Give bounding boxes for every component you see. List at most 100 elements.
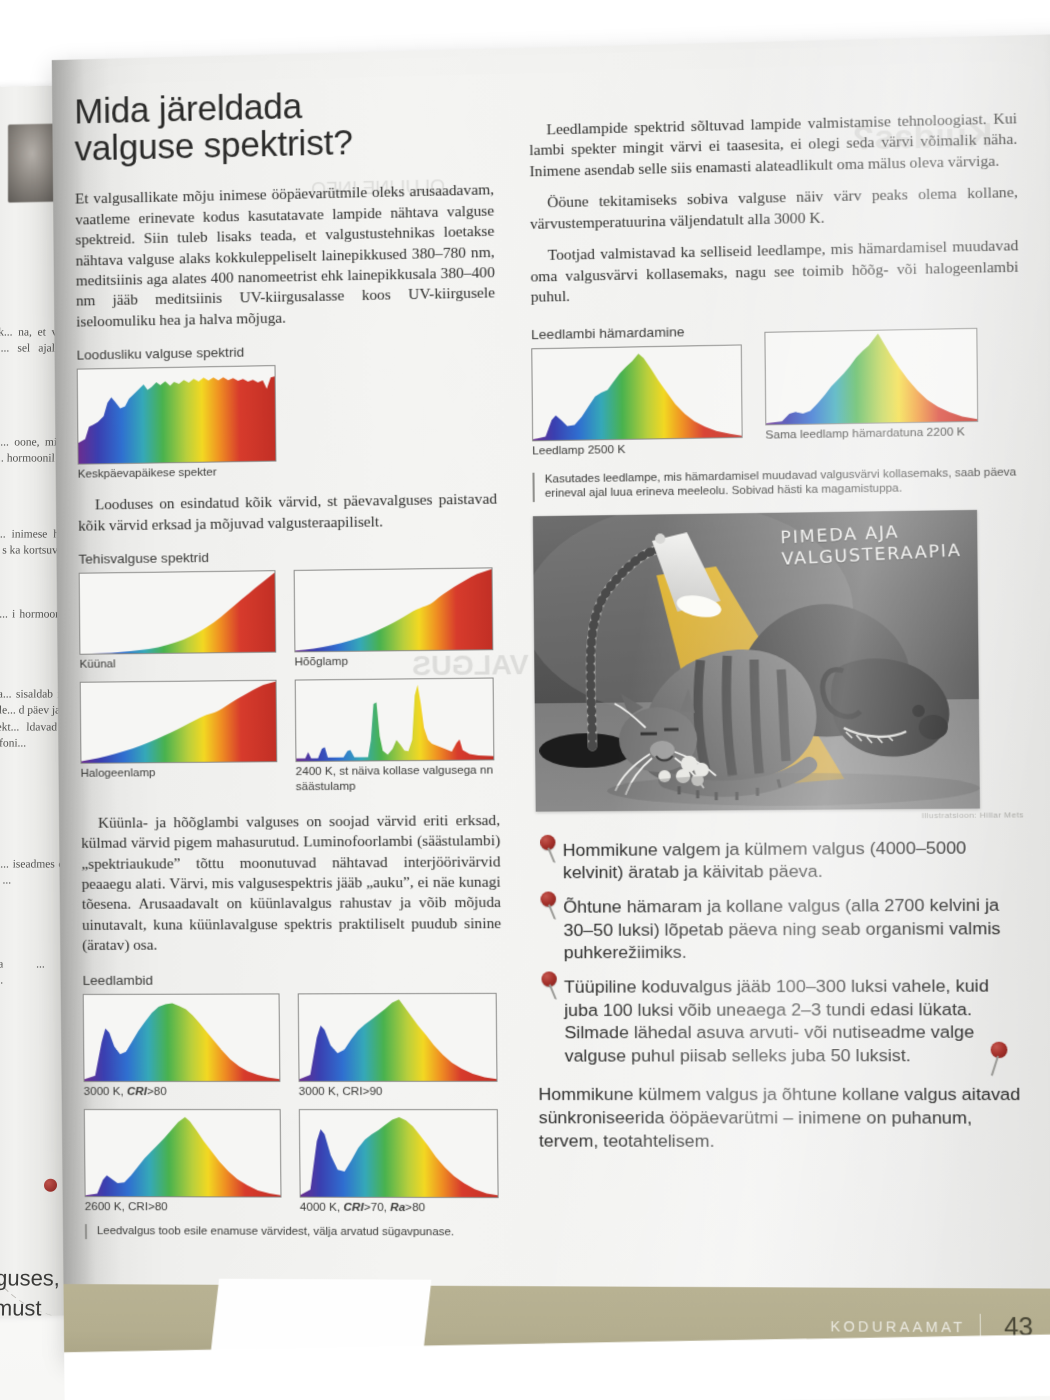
incandescent-area-path [294,569,493,652]
illustration-credit: Illustratsioon: Hillar Mets [921,810,1024,821]
daylight-spectrum-svg [77,376,276,464]
led-3000-cri90-svg [298,998,497,1081]
illus-floor-shadow [607,771,980,807]
illus-cat-head [618,706,698,773]
chart-incandescent [293,567,494,653]
chart-halogen [79,680,278,765]
illustration-svg [532,509,980,812]
cell-dim-2200: Sama leedlamp hämardatuna 2200 K [764,327,979,442]
left-column: Mida järeldada valguse spektrist? Et val… [74,83,505,1241]
caption-dim-2200: Sama leedlamp hämardatuna 2200 K [765,424,965,442]
cell-cfl: 2400 K, st näiva kollase valgusega nn sä… [294,677,495,794]
chart-daylight-spectrum [76,365,277,465]
caption-cfl: 2400 K, st näiva kollase valgusega nn sä… [295,763,494,793]
dimming-spectra-row: Leedlamp 2500 K Sama leedlamp hämardatun… [531,327,1020,458]
cfl-area-path [295,684,494,762]
chart-led-3000-cri80 [82,993,281,1082]
artificial-spectra-grid: Küünal Hõõglamp [78,567,500,796]
candle-spectrum-svg [79,573,276,655]
chart-candle [78,570,277,656]
page-title-line2: valguse spektrist? [74,123,353,169]
cfl-spectrum-svg [295,684,494,762]
caption-led-3000-cri90: 3000 K, CRI>90 [298,1084,383,1098]
caption-daylight: Keskpäevapäikese spekter [77,465,217,481]
bullet-item-home-light: Tüüpiline koduvalgus jääb 100–300 luksi … [537,971,1026,1067]
led-4000-cri70-svg [299,1116,498,1197]
chart-leedlamp-2500 [531,343,743,441]
cell-led-3000-cri90: 3000 K, CRI>90 [297,992,498,1099]
bullet-text-evening: Õhtune hämaram ja kollane valgus (alla 2… [563,894,1001,963]
chart-led-3000-cri90 [297,992,498,1082]
halogen-area-path [80,681,277,764]
paragraph-night-light: Ööune tekitamiseks sobiva valguse näiv v… [529,184,1018,233]
caption-led-4000-cri70: 4000 K, CRI>70, Ra>80 [300,1201,499,1216]
cri-emphasis: Ra [390,1200,406,1214]
cell-led-4000-cri70: 4000 K, CRI>70, Ra>80 [298,1108,499,1216]
leedlamp-2500-area-path [532,351,742,440]
led-2600-cri80-area-path [84,1116,281,1197]
caption-segment: >80 [405,1200,426,1214]
bullet-text-home-light: Tüüpiline koduvalgus jääb 100–300 luksi … [563,975,989,1066]
halogen-spectrum-svg [80,681,277,764]
section-label-artificial: Tehisvalguse spektrid [78,550,209,567]
led-4000-cri70-area-path [299,1116,498,1197]
incandescent-spectrum-svg [294,569,493,652]
section-label-led: Leedlambid [82,972,154,988]
led-3000-cri80-svg [83,1002,280,1081]
caption-suffix: >80 [146,1084,167,1098]
cell-dim-2500: Leedlamp 2500 K [531,343,743,458]
pushpin-icon [538,834,569,870]
led-3000-cri80-area-path [83,1002,280,1081]
paragraph-candle-warm: Küünla- ja hõõglambi valguses on soojad … [81,811,502,955]
illustration-cat-dog-lamp: PIMEDA AJA VALGUSTERAAPIA [532,509,980,812]
cell-led-3000-cri80: 3000 K, CRI>80 [82,993,281,1099]
leedlamp-2200-svg [765,331,978,424]
caption-candle: Küünal [79,657,116,672]
bullet-item-morning: Hommikune valgem ja külmem valgus (4000–… [536,834,1025,885]
candle-area-path [79,573,276,655]
pushpin-icon [539,971,570,1006]
section-label-natural: Loodusliku valguse spektrid [76,344,245,363]
note-dimming: Kasutades leedlampe, mis hämardamisel mu… [532,464,1021,502]
caption-led-2600-cri80: 2600 K, CRI>80 [84,1199,168,1214]
paragraph-led-technology: Leedlampide spektrid sõltuvad lampide va… [529,110,1018,181]
pushpin-icon [539,891,570,926]
chart-cfl-2400 [294,677,495,763]
illus-lamp-base [539,732,634,768]
note-led-colors: Leedvalgus toob esile enamuse värvidest,… [84,1224,505,1241]
daylight-area-path [77,376,276,464]
caption-incandescent: Hõõglamp [294,655,349,669]
pushpin-icon [982,1042,1014,1079]
leedlamp-2200-area-path [765,331,978,424]
bullet-summary: Hommikune külmem valgus ja õhtune kollan… [538,1042,1027,1153]
illus-cat [614,648,817,800]
two-column-layout: Mida järeldada valguse spektrist? Et val… [74,70,1037,1299]
chart-led-4000-cri70 [298,1108,499,1198]
page-title: Mida järeldada valguse spektrist? [74,83,494,169]
magazine-page: Kuidas? OLULINE INFO VALGUS Mida järelda… [51,33,1050,1400]
leedlamp-2500-svg [532,351,742,440]
caption-segment: 4000 K, [299,1200,344,1214]
bullet-item-evening: Õhtune hämaram ja kollane valgus (alla 2… [537,891,1026,964]
paragraph-nature: Looduses on esindatud kõik värvid, st pä… [78,490,498,535]
cri-emphasis: CRI [343,1200,364,1214]
bullet-list: Hommikune valgem ja külmem valgus (4000–… [536,834,1027,1153]
bullet-text-morning: Hommikune valgem ja külmem valgus (4000–… [562,837,967,883]
cell-halogen: Halogeenlamp [79,680,278,795]
chart-led-2600-cri80 [83,1108,282,1198]
left-page-big-2: alguses, [0,1265,61,1291]
footer-publication-name: KODURAAMAT [830,1318,966,1336]
chart-leedlamp-2200 [764,327,979,425]
paragraph-dimming: Tootjad valmistavad ka selliseid leedlam… [530,237,1019,306]
led-3000-cri90-area-path [298,998,497,1081]
page-content: Kuidas? OLULINE INFO VALGUS Mida järelda… [74,70,1037,1299]
caption-segment: >70, [363,1200,391,1214]
cell-incandescent: Hõõglamp [293,567,494,670]
left-page-big-3: simust [0,1295,42,1318]
intro-paragraph: Et valgusallikate mõju inimese ööpäevarü… [74,181,496,331]
cell-led-2600-cri80: 2600 K, CRI>80 [83,1108,282,1215]
bullet-summary-text: Hommikune külmem valgus ja õhtune kollan… [538,1084,1021,1151]
caption-dim-2500: Leedlamp 2500 K [532,442,626,458]
led-spectra-grid: 3000 K, CRI>80 3000 K, CRI>90 [82,992,504,1216]
caption-led-3000-cri80: 3000 K, CRI>80 [84,1085,281,1099]
